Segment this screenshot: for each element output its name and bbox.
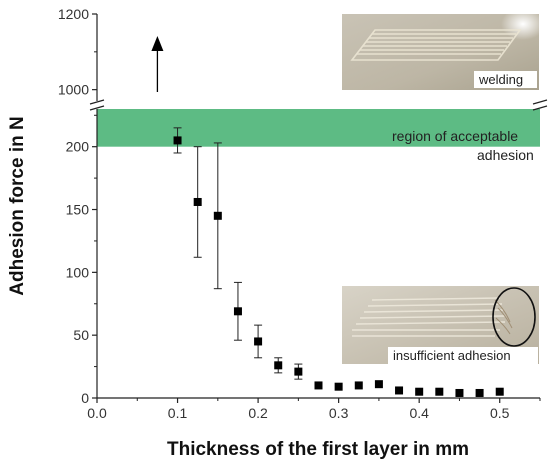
data-point-0 [173, 136, 182, 145]
axis-break-marks [89, 99, 548, 111]
data-point-16 [495, 387, 504, 396]
data-point-2 [213, 211, 222, 220]
region-label-line2: adhesion [477, 147, 534, 163]
data-point-10 [374, 380, 383, 389]
x-tick-label: 0.1 [168, 405, 188, 421]
insufficient-adhesion-photo: insufficient adhesion [342, 286, 539, 364]
data-point-12 [415, 387, 424, 396]
axes [96, 14, 540, 399]
data-point-11 [395, 386, 404, 395]
x-axis-title: Thickness of the first layer in mm [167, 439, 469, 460]
y-tick-label: 150 [66, 202, 90, 218]
y-tick-label-upper: 1200 [58, 6, 89, 22]
data-point-6 [294, 367, 303, 376]
x-tick-label: 0.2 [248, 405, 268, 421]
x-tick-label: 0.5 [490, 405, 510, 421]
welding-caption: welding [478, 72, 523, 87]
data-point-8 [334, 382, 343, 391]
y-axis-title: Adhesion force in N [7, 116, 28, 295]
data-point-14 [455, 388, 464, 397]
insufficient-adhesion-caption: insufficient adhesion [393, 348, 511, 363]
data-point-13 [435, 387, 444, 396]
data-point-7 [314, 381, 323, 390]
y-tick-label: 200 [66, 139, 90, 155]
error-bars [173, 127, 303, 380]
acceptable-region-band [97, 109, 540, 147]
welding-photo: welding [342, 8, 545, 90]
x-tick-label: 0.3 [329, 405, 349, 421]
data-point-1 [193, 197, 202, 206]
x-tick-label: 0.0 [87, 405, 107, 421]
y-tick-label: 50 [73, 327, 89, 343]
data-point-3 [233, 307, 242, 316]
x-tick-label: 0.4 [409, 405, 429, 421]
off-scale-arrow [151, 36, 164, 92]
y-tick-label: 0 [81, 390, 89, 406]
region-label-line1: region of acceptable [392, 128, 518, 144]
data-point-15 [475, 388, 484, 397]
data-point-9 [354, 381, 363, 390]
tick-group: 0.0 0.1 0.2 0.3 0.4 0.5 0 50 100 150 200 1000 1200 [58, 6, 541, 421]
y-tick-label-upper: 1000 [58, 82, 89, 98]
data-point-4 [254, 337, 263, 346]
data-points [173, 136, 504, 397]
y-tick-label: 100 [66, 264, 90, 280]
data-point-5 [274, 361, 283, 370]
